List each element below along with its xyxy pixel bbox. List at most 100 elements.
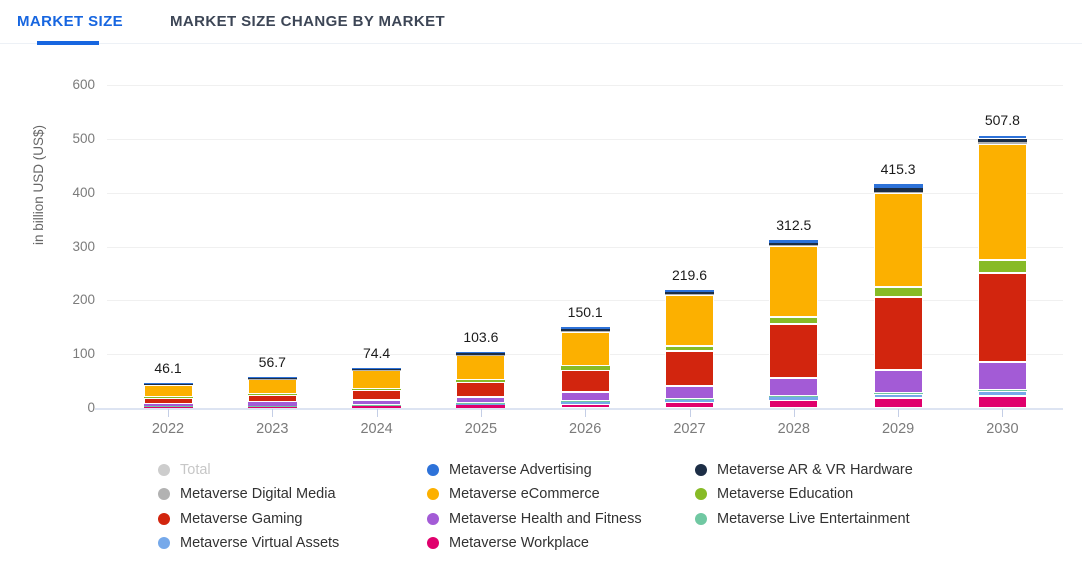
bar-segment-metaverse-advertising[interactable] [873, 184, 923, 189]
legend-item-metaverse-health-and-fitness[interactable]: Metaverse Health and Fitness [427, 509, 642, 529]
bar-segment-metaverse-ar-vr-hardware[interactable] [665, 292, 714, 295]
bar-segment-metaverse-education[interactable] [873, 286, 923, 298]
bar-segment-metaverse-ar-vr-hardware[interactable] [977, 138, 1027, 143]
bar-segment-metaverse-virtual-assets[interactable] [247, 405, 297, 407]
bar-segment-metaverse-gaming[interactable] [873, 297, 923, 370]
bar-segment-metaverse-ecommerce[interactable] [769, 246, 819, 317]
bar-segment-metaverse-gaming[interactable] [143, 397, 193, 404]
bar-segment-metaverse-education[interactable] [352, 388, 402, 391]
bar-segment-metaverse-digital-media[interactable] [665, 294, 714, 296]
bar-segment-metaverse-gaming[interactable] [247, 395, 297, 403]
bar-segment-metaverse-live-entertainment[interactable] [560, 401, 610, 402]
bar-segment-metaverse-health-and-fitness[interactable] [143, 403, 193, 407]
bar-segment-metaverse-advertising[interactable] [456, 352, 506, 354]
bar-segment-metaverse-gaming[interactable] [977, 272, 1027, 362]
bar-segment-metaverse-ecommerce[interactable] [456, 355, 506, 380]
bar-segment-metaverse-workplace[interactable] [456, 405, 506, 408]
bar-segment-metaverse-gaming[interactable] [665, 351, 714, 387]
bar-segment-metaverse-digital-media[interactable] [560, 330, 610, 332]
bar-segment-metaverse-gaming[interactable] [560, 369, 610, 393]
bar-segment-metaverse-live-entertainment[interactable] [769, 395, 819, 397]
legend-item-metaverse-workplace[interactable]: Metaverse Workplace [427, 533, 589, 553]
bar-segment-metaverse-health-and-fitness[interactable] [560, 392, 610, 402]
bar-segment-metaverse-gaming[interactable] [456, 382, 506, 398]
bar-segment-metaverse-education[interactable] [769, 316, 819, 325]
total-label: 74.4 [362, 344, 391, 361]
tab-market-size[interactable]: MARKET SIZE [17, 13, 124, 30]
legend-item-metaverse-digital-media[interactable]: Metaverse Digital Media [158, 484, 336, 504]
bar-segment-metaverse-ar-vr-hardware[interactable] [769, 242, 819, 246]
bar-segment-metaverse-live-entertainment[interactable] [977, 389, 1027, 391]
bar-segment-metaverse-virtual-assets[interactable] [352, 405, 402, 406]
bar-segment-metaverse-health-and-fitness[interactable] [247, 402, 297, 406]
bar-segment-metaverse-education[interactable] [456, 379, 506, 383]
bar-segment-metaverse-workplace[interactable] [769, 400, 819, 408]
bar-segment-metaverse-virtual-assets[interactable] [143, 406, 193, 407]
bar-segment-metaverse-gaming[interactable] [352, 390, 402, 401]
bar-segment-metaverse-gaming[interactable] [769, 324, 819, 379]
bar-segment-metaverse-advertising[interactable] [665, 289, 714, 293]
bar-segment-metaverse-ar-vr-hardware[interactable] [247, 378, 297, 379]
bar-segment-metaverse-digital-media[interactable] [769, 245, 819, 247]
bar-segment-metaverse-ecommerce[interactable] [560, 331, 610, 366]
bar-segment-metaverse-virtual-assets[interactable] [977, 390, 1027, 396]
bar-segment-metaverse-education[interactable] [560, 365, 610, 370]
bar-segment-metaverse-digital-media[interactable] [456, 354, 506, 356]
bar-segment-metaverse-education[interactable] [143, 397, 193, 398]
bar-segment-metaverse-ar-vr-hardware[interactable] [456, 353, 506, 355]
legend-item-metaverse-gaming[interactable]: Metaverse Gaming [158, 509, 303, 529]
bar-segment-metaverse-digital-media[interactable] [977, 142, 1027, 144]
legend-item-metaverse-virtual-assets[interactable]: Metaverse Virtual Assets [158, 533, 339, 553]
legend-item-total[interactable]: Total [158, 460, 211, 480]
bar-segment-metaverse-education[interactable] [665, 345, 714, 352]
bar-segment-metaverse-ecommerce[interactable] [247, 379, 297, 395]
bar-segment-metaverse-health-and-fitness[interactable] [456, 397, 506, 404]
bar-segment-metaverse-ar-vr-hardware[interactable] [352, 368, 402, 370]
bar-segment-metaverse-digital-media[interactable] [873, 191, 923, 193]
bar-segment-metaverse-health-and-fitness[interactable] [977, 361, 1027, 390]
bar-segment-metaverse-health-and-fitness[interactable] [665, 386, 714, 399]
bar-segment-metaverse-ar-vr-hardware[interactable] [873, 188, 923, 192]
bar-segment-metaverse-workplace[interactable] [352, 405, 402, 408]
bar-segment-metaverse-workplace[interactable] [143, 406, 193, 408]
legend-item-metaverse-ar-vr-hardware[interactable]: Metaverse AR & VR Hardware [695, 460, 913, 480]
bar-segment-metaverse-ecommerce[interactable] [873, 192, 923, 287]
bar-segment-metaverse-live-entertainment[interactable] [873, 392, 923, 394]
bar-segment-metaverse-health-and-fitness[interactable] [873, 369, 923, 393]
bar-segment-metaverse-virtual-assets[interactable] [665, 399, 714, 403]
bar-segment-metaverse-advertising[interactable] [977, 134, 1027, 139]
bar-segment-metaverse-advertising[interactable] [560, 327, 610, 330]
bar-segment-metaverse-workplace[interactable] [247, 406, 297, 408]
bar-segment-metaverse-live-entertainment[interactable] [665, 398, 714, 400]
bar-segment-metaverse-advertising[interactable] [247, 377, 297, 379]
bar-segment-metaverse-education[interactable] [247, 394, 297, 396]
legend-item-metaverse-education[interactable]: Metaverse Education [695, 484, 853, 504]
bar-segment-metaverse-ar-vr-hardware[interactable] [143, 383, 193, 385]
total-label: 56.7 [258, 354, 286, 371]
bar-segment-metaverse-virtual-assets[interactable] [873, 393, 923, 399]
bar-segment-metaverse-virtual-assets[interactable] [560, 401, 610, 404]
bar-segment-metaverse-ar-vr-hardware[interactable] [560, 329, 610, 331]
bar-segment-metaverse-virtual-assets[interactable] [769, 396, 819, 401]
bar-segment-metaverse-ecommerce[interactable] [665, 295, 714, 346]
bar-segment-metaverse-workplace[interactable] [665, 402, 714, 408]
bar-segment-metaverse-health-and-fitness[interactable] [352, 400, 402, 405]
y-tick-label: 500 [72, 130, 95, 146]
legend-item-metaverse-live-entertainment[interactable]: Metaverse Live Entertainment [695, 509, 910, 529]
bar-segment-metaverse-ecommerce[interactable] [352, 370, 402, 389]
bar-segment-metaverse-education[interactable] [977, 259, 1027, 273]
bar-segment-metaverse-workplace[interactable] [560, 403, 610, 408]
bar-segment-metaverse-advertising[interactable] [769, 239, 819, 243]
bar-segment-metaverse-advertising[interactable] [143, 383, 193, 384]
bar-segment-metaverse-ecommerce[interactable] [977, 143, 1027, 260]
tab-market-size-change-by-market[interactable]: MARKET SIZE CHANGE BY MARKET [170, 13, 446, 30]
x-tick-label: 2023 [256, 421, 289, 437]
legend-item-metaverse-ecommerce[interactable]: Metaverse eCommerce [427, 484, 600, 504]
bar-segment-metaverse-workplace[interactable] [977, 395, 1027, 408]
bar-segment-metaverse-health-and-fitness[interactable] [769, 378, 819, 396]
bar-segment-metaverse-ecommerce[interactable] [143, 384, 193, 398]
legend-item-metaverse-advertising[interactable]: Metaverse Advertising [427, 460, 592, 480]
bar-segment-metaverse-virtual-assets[interactable] [456, 403, 506, 406]
bar-segment-metaverse-workplace[interactable] [873, 398, 923, 408]
bar-segment-metaverse-advertising[interactable] [352, 367, 402, 369]
